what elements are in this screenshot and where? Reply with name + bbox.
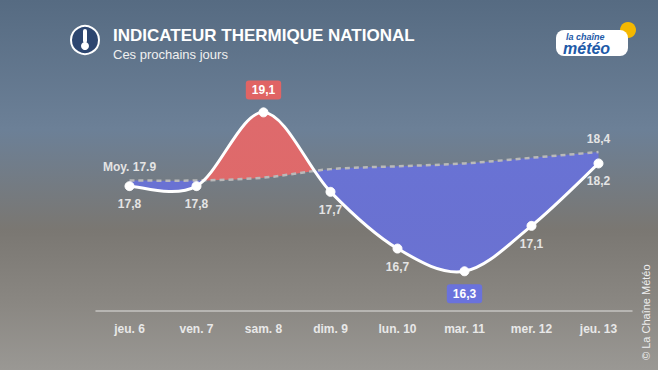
svg-text:16,7: 16,7: [386, 260, 410, 274]
svg-text:lun. 10: lun. 10: [378, 322, 416, 336]
svg-text:météo: météo: [563, 40, 610, 57]
svg-text:18,2: 18,2: [587, 174, 611, 188]
svg-text:16,3: 16,3: [453, 287, 477, 301]
svg-text:Ces prochains jours: Ces prochains jours: [113, 47, 228, 62]
svg-text:Moy. 17.9: Moy. 17.9: [103, 160, 156, 174]
svg-text:la chaîne: la chaîne: [566, 31, 605, 42]
svg-text:17,1: 17,1: [520, 237, 544, 251]
svg-text:18,4: 18,4: [587, 132, 611, 146]
svg-text:sam. 8: sam. 8: [245, 322, 283, 336]
svg-text:19,1: 19,1: [252, 83, 276, 97]
svg-text:17,8: 17,8: [118, 197, 142, 211]
svg-text:17,7: 17,7: [319, 203, 343, 217]
svg-text:dim. 9: dim. 9: [313, 322, 348, 336]
svg-text:© La Chaîne Météo: © La Chaîne Météo: [640, 264, 652, 360]
svg-text:INDICATEUR THERMIQUE NATIONAL: INDICATEUR THERMIQUE NATIONAL: [113, 26, 415, 45]
svg-text:mar. 11: mar. 11: [444, 322, 485, 336]
svg-text:jeu. 6: jeu. 6: [113, 322, 145, 336]
svg-text:17,8: 17,8: [185, 197, 209, 211]
svg-text:jeu. 13: jeu. 13: [579, 322, 618, 336]
svg-text:ven. 7: ven. 7: [179, 322, 213, 336]
svg-text:mer. 12: mer. 12: [511, 322, 553, 336]
